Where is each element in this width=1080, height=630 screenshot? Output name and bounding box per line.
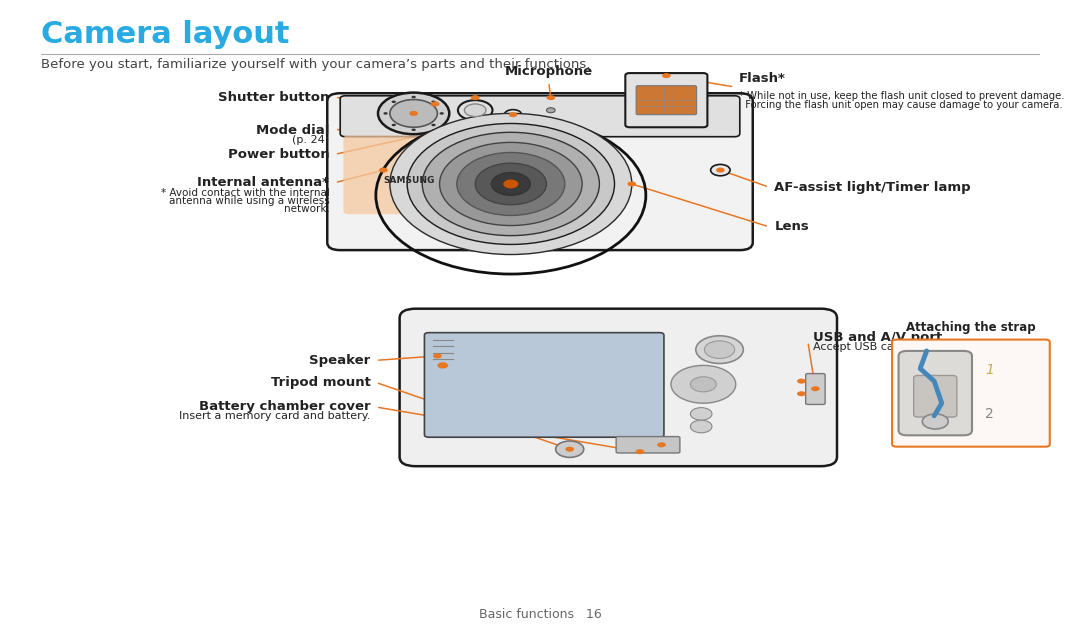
Circle shape <box>797 379 806 384</box>
Text: Forcing the flash unit open may cause damage to your camera.: Forcing the flash unit open may cause da… <box>739 100 1063 110</box>
Circle shape <box>422 132 599 236</box>
Circle shape <box>392 101 396 103</box>
Circle shape <box>716 168 725 173</box>
Circle shape <box>627 181 636 186</box>
Circle shape <box>378 93 449 134</box>
Circle shape <box>704 341 734 358</box>
Text: Flash*: Flash* <box>739 72 785 85</box>
Circle shape <box>411 96 416 98</box>
Circle shape <box>390 113 632 255</box>
Circle shape <box>797 391 806 396</box>
FancyBboxPatch shape <box>340 96 740 137</box>
Circle shape <box>690 420 712 433</box>
Text: network.: network. <box>284 204 329 214</box>
Circle shape <box>690 408 712 420</box>
Text: antenna while using a wireless: antenna while using a wireless <box>168 196 329 206</box>
Text: SAMSUNG: SAMSUNG <box>383 176 435 185</box>
Text: Before you start, familiarize yourself with your camera’s parts and their functi: Before you start, familiarize yourself w… <box>41 58 591 71</box>
Text: Accept USB cable and A/V cable.: Accept USB cable and A/V cable. <box>813 341 996 352</box>
Circle shape <box>491 173 530 195</box>
FancyBboxPatch shape <box>899 351 972 435</box>
Circle shape <box>671 365 735 403</box>
Circle shape <box>411 129 416 131</box>
FancyBboxPatch shape <box>400 309 837 466</box>
Circle shape <box>409 111 418 116</box>
Circle shape <box>509 112 517 117</box>
Circle shape <box>471 95 480 100</box>
FancyBboxPatch shape <box>424 333 664 437</box>
Text: AF-assist light/Timer lamp: AF-assist light/Timer lamp <box>774 181 971 193</box>
Circle shape <box>503 180 518 188</box>
Circle shape <box>662 73 671 78</box>
Text: (p. 24): (p. 24) <box>293 135 329 145</box>
Circle shape <box>440 112 444 115</box>
Circle shape <box>546 108 555 113</box>
Text: Internal antenna*: Internal antenna* <box>198 176 329 189</box>
Circle shape <box>464 104 486 117</box>
Circle shape <box>922 414 948 429</box>
Circle shape <box>711 164 730 176</box>
Text: Basic functions   16: Basic functions 16 <box>478 608 602 621</box>
Circle shape <box>457 152 565 215</box>
Text: Shutter button: Shutter button <box>218 91 329 104</box>
FancyBboxPatch shape <box>625 73 707 127</box>
Circle shape <box>437 362 448 369</box>
Text: Lens: Lens <box>774 220 809 233</box>
Circle shape <box>431 101 440 106</box>
FancyBboxPatch shape <box>343 135 446 214</box>
Circle shape <box>657 442 665 447</box>
Circle shape <box>407 123 615 244</box>
Circle shape <box>458 100 492 120</box>
Circle shape <box>440 142 582 226</box>
Circle shape <box>690 377 716 392</box>
FancyBboxPatch shape <box>914 375 957 417</box>
Circle shape <box>556 441 583 457</box>
Circle shape <box>696 336 743 364</box>
Circle shape <box>433 353 442 358</box>
Circle shape <box>635 449 644 454</box>
Circle shape <box>566 447 575 452</box>
Text: 2: 2 <box>985 407 994 421</box>
Circle shape <box>475 163 546 205</box>
FancyBboxPatch shape <box>636 86 697 115</box>
Circle shape <box>383 112 388 115</box>
Text: Speaker: Speaker <box>309 354 370 367</box>
Text: Camera layout: Camera layout <box>41 20 289 49</box>
Circle shape <box>504 110 522 120</box>
Circle shape <box>390 100 437 127</box>
Circle shape <box>431 101 435 103</box>
FancyBboxPatch shape <box>806 374 825 404</box>
Circle shape <box>379 168 388 173</box>
Text: * While not in use, keep the flash unit closed to prevent damage.: * While not in use, keep the flash unit … <box>739 91 1064 101</box>
FancyBboxPatch shape <box>616 437 680 453</box>
Text: Mode dial: Mode dial <box>256 124 329 137</box>
Circle shape <box>811 386 820 391</box>
Circle shape <box>392 123 396 126</box>
Circle shape <box>431 123 435 126</box>
Text: Power button: Power button <box>228 148 329 161</box>
Text: Tripod mount: Tripod mount <box>271 376 370 389</box>
Text: Battery chamber cover: Battery chamber cover <box>199 401 370 413</box>
Text: Attaching the strap: Attaching the strap <box>906 321 1036 334</box>
Text: Insert a memory card and battery.: Insert a memory card and battery. <box>179 411 370 421</box>
Text: Microphone: Microphone <box>504 65 593 78</box>
FancyBboxPatch shape <box>327 93 753 250</box>
Text: USB and A/V port: USB and A/V port <box>813 331 943 343</box>
Text: 1: 1 <box>985 363 994 377</box>
Text: * Avoid contact with the internal: * Avoid contact with the internal <box>161 188 329 198</box>
Circle shape <box>546 95 555 100</box>
FancyBboxPatch shape <box>892 340 1050 447</box>
